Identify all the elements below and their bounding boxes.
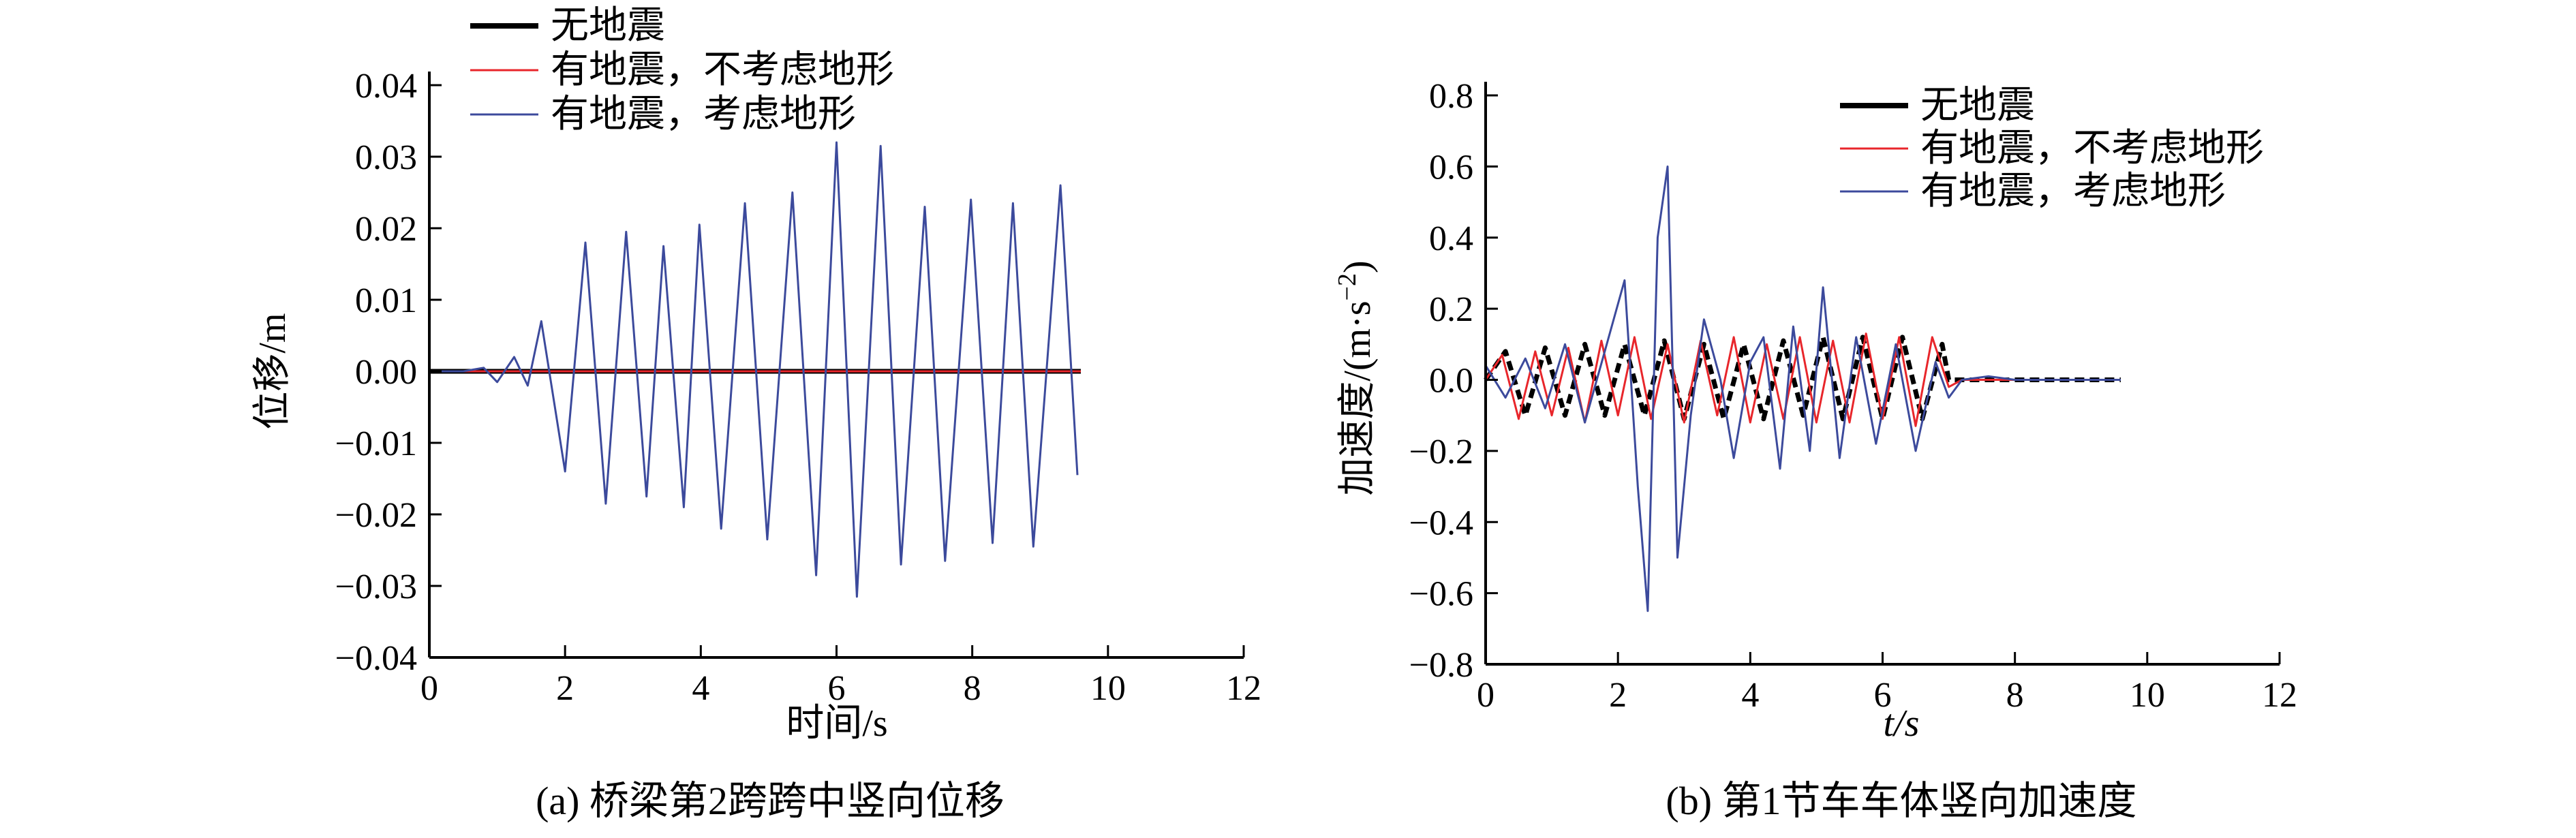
- x-axis-label-b: t/s: [1884, 702, 1920, 745]
- y-tick-label-a-0: 0.04: [355, 67, 417, 106]
- y-tick-label-b-2: 0.4: [1429, 219, 1473, 258]
- x-tick-label-b-5: 10: [2130, 676, 2165, 715]
- x-tick-label-a-4: 8: [964, 669, 981, 708]
- x-tick-label-b-4: 8: [2006, 676, 2024, 715]
- y-tick-label-b-1: 0.6: [1429, 148, 1473, 187]
- y-tick-label-a-8: −0.04: [335, 639, 417, 678]
- y-tick-label-b-0: 0.8: [1429, 77, 1473, 116]
- legend-label-terrain-a: 有地震，考虑地形: [551, 93, 856, 136]
- x-tick-label-b-0: 0: [1477, 676, 1494, 715]
- legend-b: 无地震 有地震，不考虑地形 有地震，考虑地形: [1840, 84, 2264, 213]
- y-tick-label-b-7: −0.6: [1409, 575, 1473, 614]
- y-tick-label-a-6: −0.02: [335, 496, 417, 535]
- x-tick-label-b-2: 4: [1741, 676, 1759, 715]
- y-axis-label-b-close: ): [1336, 260, 1379, 273]
- y-tick-label-a-7: −0.03: [335, 568, 417, 606]
- legend-label-no-terrain-b: 有地震，不考虑地形: [1920, 127, 2264, 170]
- y-axis-label-b-main: 加速度/(m·s: [1336, 300, 1379, 495]
- chart-panel-a: 0.04 0.03 0.02 0.01 0.00 −0.01 −0.02 −0.03 −0.04…: [251, 5, 1261, 823]
- y-tick-label-a-1: 0.03: [355, 138, 417, 177]
- legend-label-no-terrain-a: 有地震，不考虑地形: [551, 49, 894, 91]
- caption-b: (b) 第1节车车体竖向加速度: [1666, 779, 2136, 823]
- y-tick-label-b-8: −0.8: [1409, 646, 1473, 685]
- series-line-b-2: [1484, 165, 2121, 612]
- x-tick-label-a-5: 10: [1090, 669, 1126, 708]
- legend-label-no-quake-a: 无地震: [551, 5, 665, 47]
- y-axis-label-b-sup: −2: [1333, 273, 1362, 300]
- plot-area-a: 0.04 0.03 0.02 0.01 0.00 −0.01 −0.02 −0.03 −0.04…: [335, 67, 1261, 708]
- x-axis-label-a: 时间/s: [786, 702, 887, 745]
- y-tick-label-b-6: −0.4: [1409, 503, 1473, 542]
- plot-area-b: 0.8 0.6 0.4 0.2 0.0 −0.2 −0.4 −0.6 −0.80 2 4 6 8 10 12: [1409, 77, 2297, 715]
- y-tick-label-a-2: 0.02: [355, 210, 417, 249]
- x-tick-label-a-6: 12: [1226, 669, 1261, 708]
- legend-label-terrain-b: 有地震，考虑地形: [1920, 170, 2226, 213]
- legend-a: 无地震 有地震，不考虑地形 有地震，考虑地形: [470, 5, 894, 136]
- x-tick-label-a-1: 2: [556, 669, 574, 708]
- y-tick-label-b-3: 0.2: [1429, 290, 1473, 329]
- y-axis-label-a: 位移/m: [251, 313, 294, 429]
- y-axis-label-b: 加速度/(m·s−2): [1333, 260, 1379, 495]
- series-line-b-0: [1484, 335, 2121, 422]
- x-tick-label-b-1: 2: [1609, 676, 1627, 715]
- x-tick-label-a-2: 4: [692, 669, 709, 708]
- legend-label-no-quake-b: 无地震: [1920, 84, 2035, 127]
- y-tick-label-a-3: 0.01: [355, 281, 417, 320]
- y-tick-label-b-4: 0.0: [1429, 362, 1473, 401]
- series-line-a-2: [429, 141, 1079, 598]
- series-line-b-1: [1484, 332, 2121, 427]
- x-tick-label-a-3: 6: [828, 669, 846, 708]
- y-tick-label-a-5: −0.01: [335, 424, 417, 463]
- y-tick-label-b-5: −0.2: [1409, 433, 1473, 471]
- y-tick-label-a-4: 0.00: [355, 353, 417, 392]
- x-tick-label-b-3: 6: [1874, 676, 1892, 715]
- x-tick-label-a-0: 0: [420, 669, 438, 708]
- chart-panel-b: 0.8 0.6 0.4 0.2 0.0 −0.2 −0.4 −0.6 −0.80 2 4 6 8 10 12…: [1333, 77, 2297, 823]
- caption-a: (a) 桥梁第2跨跨中竖向位移: [536, 779, 1005, 823]
- x-tick-label-b-6: 12: [2262, 676, 2297, 715]
